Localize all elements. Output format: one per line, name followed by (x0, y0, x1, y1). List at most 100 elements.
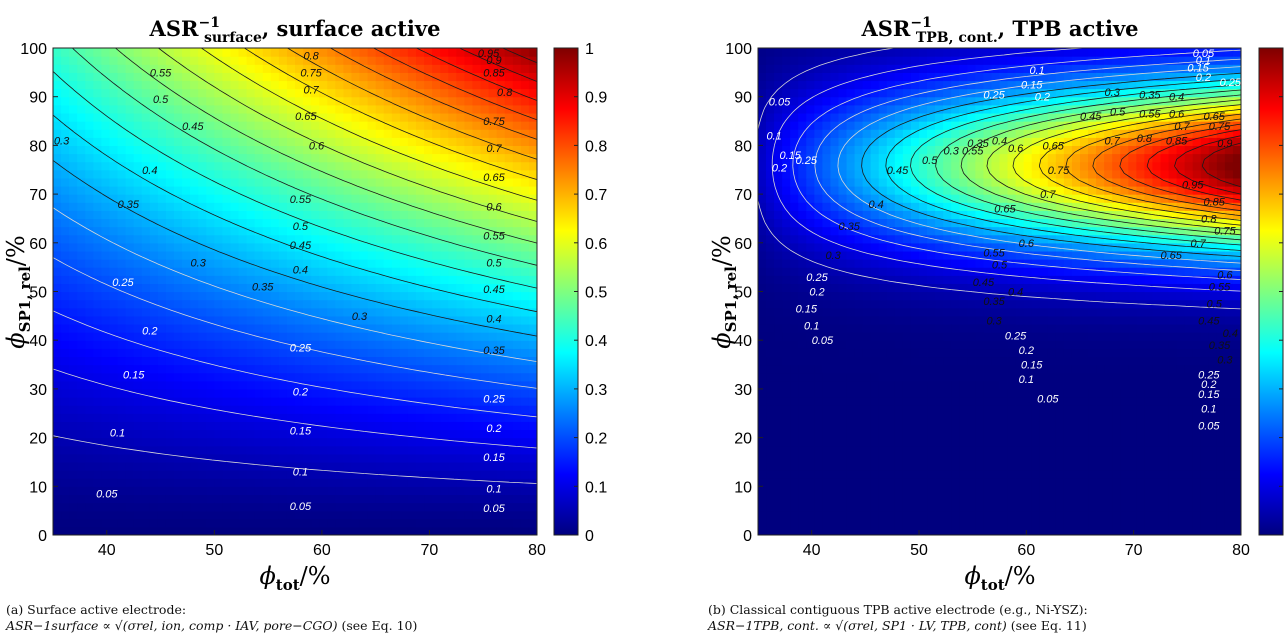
heatmap-cell (230, 494, 239, 503)
heatmap-cell (424, 503, 433, 512)
heatmap-cell (392, 397, 401, 406)
heatmap-cell (424, 129, 433, 138)
heatmap-cell (903, 267, 912, 276)
heatmap-cell (489, 218, 498, 227)
heatmap-cell (368, 308, 377, 317)
heatmap-cell (134, 519, 143, 528)
heatmap-cell (497, 332, 506, 341)
heatmap-cell (919, 511, 928, 520)
heatmap-cell (790, 381, 799, 390)
heatmap-cell (142, 405, 151, 414)
heatmap-cell (77, 356, 86, 365)
heatmap-cell (142, 80, 151, 89)
heatmap-cell (830, 478, 839, 487)
heatmap-cell (766, 503, 775, 512)
heatmap-cell (222, 218, 231, 227)
heatmap-cell (384, 462, 393, 471)
heatmap-cell (69, 300, 78, 309)
heatmap-cell (903, 381, 912, 390)
heatmap-cell (822, 48, 831, 57)
heatmap-cell (174, 421, 183, 430)
heatmap-cell (247, 186, 256, 195)
heatmap-cell (814, 413, 823, 422)
heatmap-cell (61, 405, 70, 414)
heatmap-cell (230, 72, 239, 81)
heatmap-cell (77, 486, 86, 495)
x-tick-label: 50 (205, 542, 223, 559)
heatmap-cell (85, 145, 94, 154)
heatmap-cell (774, 113, 783, 122)
heatmap-cell (85, 494, 94, 503)
heatmap-cell (247, 397, 256, 406)
heatmap-cell (887, 202, 896, 211)
heatmap-cell (440, 48, 449, 57)
heatmap-cell (247, 413, 256, 422)
heatmap-cell (521, 186, 530, 195)
heatmap-cell (198, 478, 207, 487)
heatmap-cell (166, 145, 175, 154)
heatmap-cell (335, 235, 344, 244)
heatmap-cell (464, 389, 473, 398)
heatmap-cell (822, 56, 831, 65)
heatmap-cell (400, 194, 409, 203)
heatmap-cell (279, 275, 288, 284)
heatmap-cell (376, 486, 385, 495)
heatmap-cell (335, 186, 344, 195)
heatmap-cell (174, 324, 183, 333)
heatmap-cell (327, 308, 336, 317)
heatmap-cell (863, 267, 872, 276)
heatmap-cell (782, 462, 791, 471)
heatmap-cell (182, 80, 191, 89)
heatmap-cell (182, 89, 191, 98)
heatmap-cell (790, 121, 799, 130)
heatmap-cell (158, 511, 167, 520)
heatmap-cell (319, 105, 328, 114)
heatmap-cell (109, 218, 118, 227)
heatmap-cell (521, 381, 530, 390)
heatmap-cell (343, 218, 352, 227)
heatmap-cell (166, 519, 175, 528)
heatmap-cell (505, 154, 514, 163)
heatmap-cell (384, 137, 393, 146)
heatmap-cell (101, 446, 110, 455)
heatmap-cell (368, 121, 377, 130)
heatmap-cell (53, 48, 62, 57)
heatmap-cell (222, 97, 231, 106)
heatmap-cell (319, 178, 328, 187)
heatmap-cell (814, 243, 823, 252)
heatmap-cell (766, 72, 775, 81)
heatmap-cell (424, 121, 433, 130)
heatmap-cell (118, 145, 127, 154)
heatmap-cell (222, 259, 231, 268)
heatmap-cell (77, 80, 86, 89)
heatmap-cell (871, 308, 880, 317)
heatmap-cell (239, 137, 248, 146)
heatmap-cell (806, 478, 815, 487)
heatmap-cell (863, 292, 872, 301)
heatmap-cell (134, 478, 143, 487)
heatmap-cell (440, 519, 449, 528)
heatmap-cell (790, 413, 799, 422)
heatmap-cell (758, 308, 767, 317)
heatmap-cell (279, 89, 288, 98)
heatmap-cell (174, 332, 183, 341)
heatmap-cell (919, 446, 928, 455)
heatmap-cell (863, 519, 872, 528)
heatmap-cell (230, 283, 239, 292)
heatmap-cell (814, 389, 823, 398)
heatmap-cell (93, 519, 102, 528)
heatmap-cell (166, 527, 175, 536)
heatmap-cell (335, 97, 344, 106)
heatmap-cell (255, 340, 264, 349)
heatmap-cell (766, 259, 775, 268)
heatmap-cell (271, 105, 280, 114)
heatmap-cell (53, 227, 62, 236)
heatmap-cell (790, 478, 799, 487)
heatmap-cell (839, 316, 848, 325)
heatmap-cell (489, 494, 498, 503)
heatmap-cell (93, 113, 102, 122)
heatmap-cell (239, 178, 248, 187)
heatmap-cell (782, 438, 791, 447)
heatmap-cell (782, 113, 791, 122)
heatmap-cell (456, 389, 465, 398)
